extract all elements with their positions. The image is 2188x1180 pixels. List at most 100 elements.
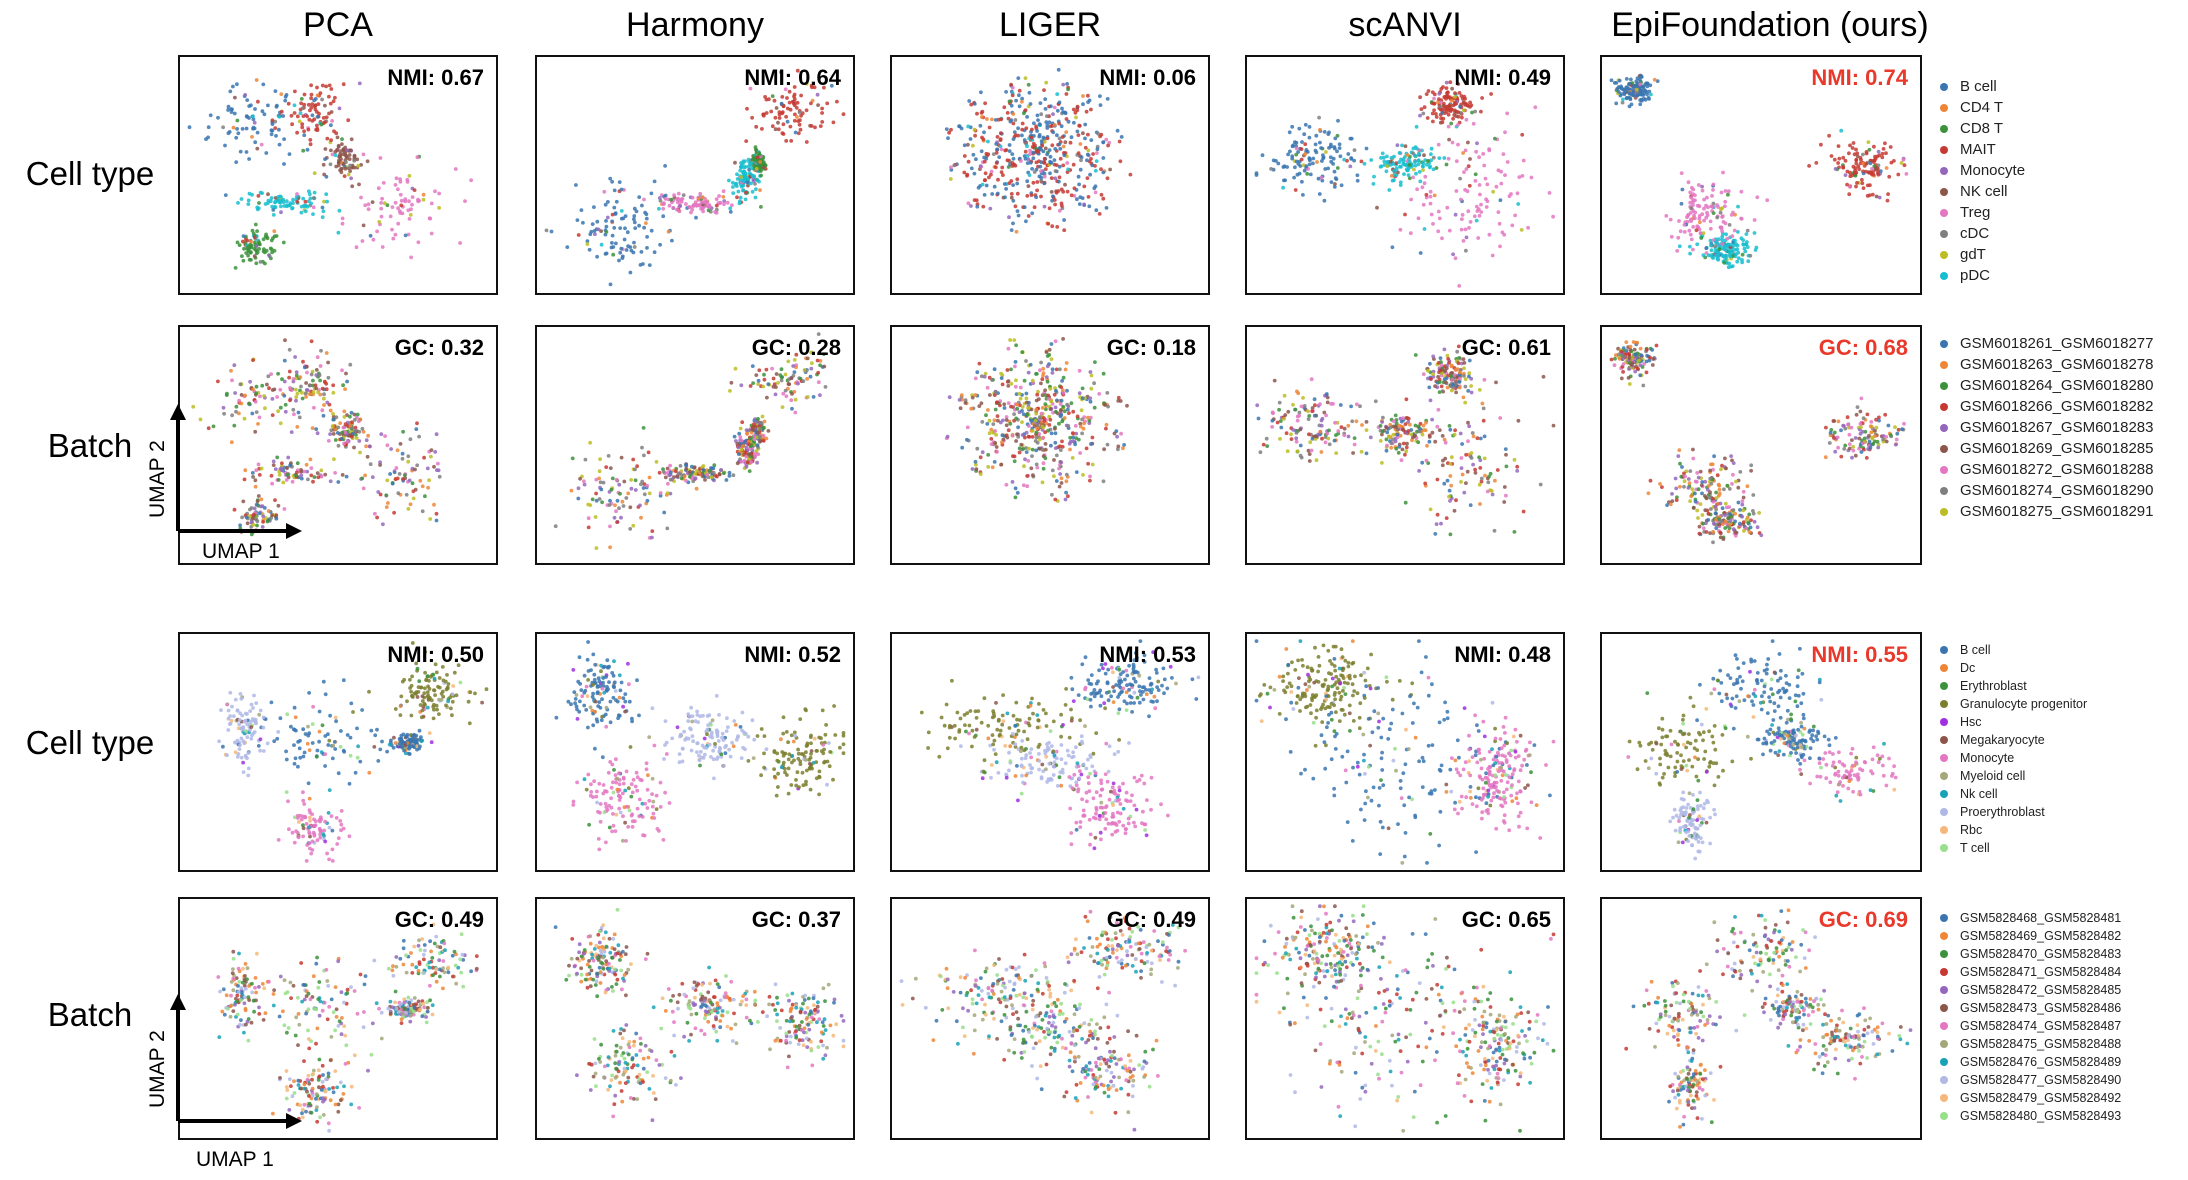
cell-point — [1290, 144, 1295, 149]
cell-point — [1477, 455, 1481, 460]
cell-point — [586, 525, 591, 530]
cell-point — [1082, 421, 1086, 426]
cell-point — [326, 439, 331, 443]
cell-point — [990, 465, 995, 470]
cell-point — [253, 240, 257, 245]
cell-point — [759, 173, 763, 178]
cell-point — [658, 242, 662, 247]
cell-point — [987, 375, 992, 380]
cell-point — [1302, 132, 1307, 137]
cell-point — [341, 82, 346, 87]
cell-point — [642, 453, 646, 458]
cell-point — [594, 491, 598, 496]
cell-point — [1431, 119, 1435, 124]
cell-point — [265, 519, 270, 524]
cell-point — [1076, 174, 1081, 179]
cell-point — [1456, 123, 1460, 127]
cell-point — [569, 488, 574, 493]
cell-point — [1471, 434, 1476, 439]
cell-point — [1010, 161, 1015, 165]
cell-point — [375, 229, 379, 234]
cell-point — [831, 120, 836, 125]
cell-point — [1039, 194, 1043, 199]
cell-point — [978, 472, 983, 476]
cell-point — [198, 417, 203, 422]
cell-point — [632, 220, 637, 225]
cell-point — [245, 98, 250, 102]
cell-point — [1452, 432, 1457, 437]
cell-point — [429, 231, 434, 236]
cell-point — [758, 435, 762, 439]
cell-point — [810, 98, 815, 103]
cell-point — [668, 491, 673, 496]
cell-point — [1093, 184, 1098, 189]
cell-point — [1627, 82, 1631, 87]
cell-point — [328, 101, 333, 106]
cell-point — [1016, 76, 1021, 80]
cell-point — [1261, 442, 1266, 447]
cell-point — [1402, 162, 1407, 167]
cell-point — [264, 232, 268, 237]
cell-point — [295, 200, 300, 204]
cell-point — [731, 191, 736, 196]
cell-point — [1034, 448, 1039, 453]
cell-point — [332, 129, 336, 134]
cell-point — [691, 479, 696, 484]
cell-point — [1454, 159, 1459, 164]
cell-point — [232, 111, 237, 116]
cell-point — [1428, 189, 1433, 194]
cell-point — [333, 153, 338, 158]
cell-point — [1723, 199, 1728, 204]
cell-point — [1318, 429, 1323, 434]
cell-point — [406, 507, 411, 511]
cell-point — [1429, 212, 1434, 217]
cell-point — [1292, 175, 1296, 180]
cell-point — [1005, 368, 1010, 372]
cell-point — [254, 244, 259, 248]
cell-point — [603, 202, 608, 207]
cell-point — [1326, 436, 1331, 441]
cell-point — [1066, 494, 1070, 499]
cell-point — [1052, 392, 1057, 397]
cell-point — [1385, 154, 1389, 159]
cell-point — [1857, 436, 1862, 441]
cell-point — [772, 98, 777, 103]
cell-point — [1477, 388, 1482, 392]
cell-point — [1089, 373, 1094, 378]
cell-point — [658, 493, 663, 498]
cell-point — [1015, 209, 1020, 214]
cell-point — [690, 207, 695, 212]
cell-point — [324, 84, 328, 89]
cell-point — [797, 110, 802, 115]
cell-point — [463, 199, 467, 204]
cell-point — [611, 245, 616, 249]
cell-point — [1460, 217, 1464, 222]
cell-point — [1474, 218, 1479, 223]
cell-point — [1624, 340, 1629, 344]
cell-point — [288, 398, 292, 403]
cell-point — [235, 82, 239, 87]
cell-point — [1722, 487, 1726, 492]
cell-point — [313, 383, 318, 388]
cell-point — [987, 418, 992, 423]
cell-point — [273, 467, 278, 471]
cell-point — [1342, 426, 1347, 431]
cell-point — [1456, 114, 1461, 119]
cell-point — [714, 197, 719, 202]
cell-point — [1845, 415, 1850, 420]
cell-point — [276, 195, 281, 199]
umap-panel-2-3: GC: 0.18 — [890, 325, 1210, 565]
cell-point — [396, 206, 400, 211]
cell-point — [1710, 194, 1714, 198]
cell-point — [594, 498, 599, 503]
cell-point — [995, 450, 999, 454]
cell-point — [576, 233, 581, 237]
cell-point — [343, 422, 348, 427]
cell-point — [960, 445, 965, 450]
cell-point — [983, 101, 987, 106]
cell-point — [1041, 466, 1046, 471]
cell-point — [624, 248, 629, 252]
cell-point — [949, 165, 953, 170]
cell-point — [780, 110, 785, 114]
cell-point — [1512, 530, 1517, 534]
